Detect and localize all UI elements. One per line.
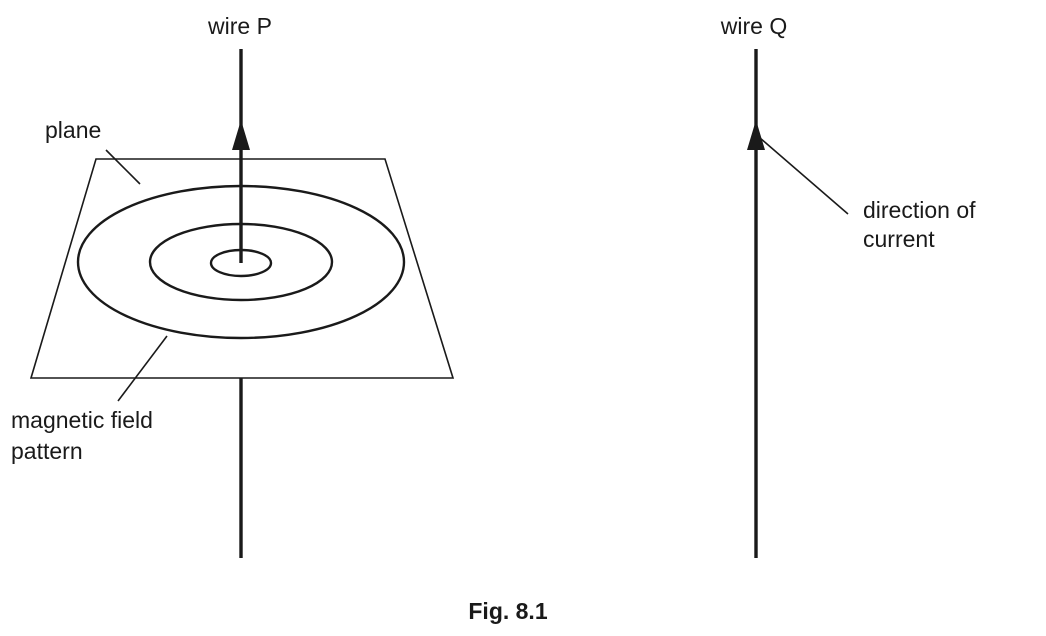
wire-q-group: wire Q direction of current xyxy=(720,13,976,558)
wire-p-arrowhead xyxy=(232,120,250,150)
magnetic-field-label-line2: pattern xyxy=(11,438,83,464)
direction-label-line2: current xyxy=(863,226,935,252)
field-pattern-leader-line xyxy=(117,335,168,402)
plane-label: plane xyxy=(45,117,101,143)
wire-p-label: wire P xyxy=(207,13,272,39)
direction-label-line1: direction of xyxy=(863,197,976,223)
wire-q-arrowhead xyxy=(747,120,765,150)
figure-caption: Fig. 8.1 xyxy=(468,598,547,624)
wire-p-group: wire P plane magnetic field pattern xyxy=(11,13,455,558)
plane-shape xyxy=(29,158,455,379)
wire-q-label: wire Q xyxy=(720,13,787,39)
magnetic-field-label-line1: magnetic field xyxy=(11,407,153,433)
plane-leader-line xyxy=(105,149,141,185)
direction-leader-line xyxy=(759,137,849,215)
